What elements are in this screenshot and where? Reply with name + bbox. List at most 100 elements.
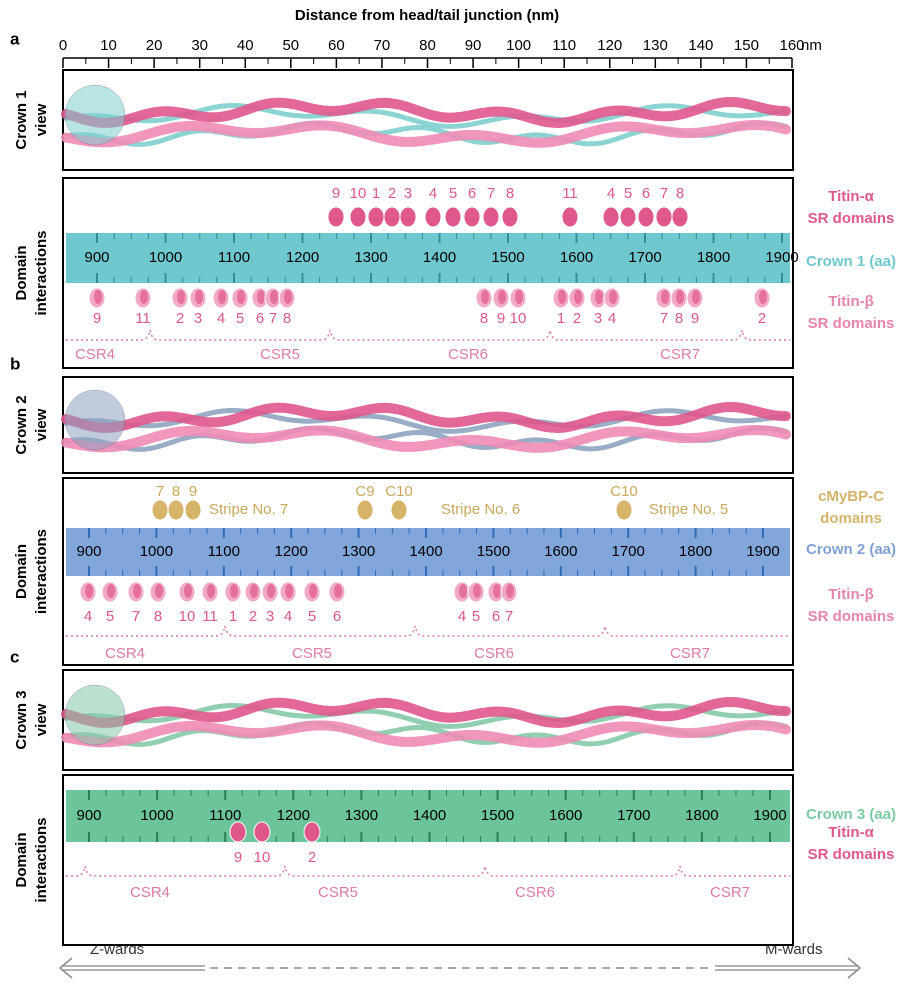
domain-marker-core [190,502,198,516]
domain-label: 8 [675,310,683,327]
csr-label: CSR5 [260,346,300,363]
figure: Distance from head/tail junction (nm) Z-… [0,0,922,980]
residue-tick-label: 1900 [753,807,786,824]
row-label: Domain [13,245,30,300]
domain-marker-core [692,290,700,304]
residue-tick-label: 1300 [354,249,387,266]
domain-group-name: Titin-β [828,293,874,310]
domain-marker-core [515,290,523,304]
domain-marker-core [389,209,397,223]
axis-unit: nm [801,37,822,54]
domain-marker-core [157,502,165,516]
residue-tick-label: 1000 [140,543,173,560]
domain-marker-core [459,584,467,598]
domain-group-name: domains [820,510,882,527]
axis-tick-label: 150 [734,37,759,54]
domain-label: 4 [607,185,615,202]
residue-tick-label: 1400 [413,807,446,824]
residue-tick-label: 900 [76,543,101,560]
domain-marker-core [595,290,603,304]
domain-marker-core [237,290,245,304]
row-label: Domain [13,832,30,887]
domain-label: 10 [254,849,271,866]
domain-label: 3 [266,608,274,625]
domain-label: Stripe No. 7 [209,501,288,518]
domain-label: 10 [510,310,527,327]
domain-label: 4 [429,185,437,202]
domain-group-name: SR domains [808,315,895,332]
domain-marker-core [284,290,292,304]
scale-name: Crown 2 (aa) [806,541,896,558]
domain-label: 7 [660,185,668,202]
domain-label: C10 [610,483,638,500]
domain-marker-core [333,209,341,223]
domain-label: C9 [355,483,374,500]
axis-tick-label: 110 [552,37,576,54]
domain-label: 10 [179,608,196,625]
domain-marker-core [140,290,148,304]
domain-label: 6 [492,608,500,625]
domain-marker-core [334,584,342,598]
domain-label: 11 [135,310,151,327]
domain-label: 5 [449,185,457,202]
residue-tick-label: 1400 [409,543,442,560]
domain-label: 5 [106,608,114,625]
row-label: Domain [13,544,30,599]
domain-label: 5 [624,185,632,202]
domain-group-name: cMyBP-C [818,488,884,505]
residue-tick-label: 1700 [617,807,650,824]
axis-tick-label: 80 [419,37,436,54]
domain-marker-core [107,584,115,598]
domain-label: 4 [458,608,466,625]
axis-tick-label: 0 [59,37,67,54]
residue-tick-label: 1300 [345,807,378,824]
domain-group-name: SR domains [808,608,895,625]
row-label: Crown 2 [13,395,30,454]
domain-marker-core [396,502,404,516]
domain-marker-core [677,209,685,223]
domain-marker-core [85,584,93,598]
domain-marker-core [235,824,243,838]
csr-label: CSR6 [448,346,488,363]
domain-marker-core [184,584,192,598]
domain-label: 8 [676,185,684,202]
row-label: interactions [33,529,50,614]
domain-label: Stripe No. 6 [441,501,520,518]
domain-marker-core [506,584,514,598]
residue-tick-label: 1500 [477,543,510,560]
domain-marker-core [558,290,566,304]
domain-marker-core [173,502,181,516]
domain-label: 6 [468,185,476,202]
residue-tick-label: 1800 [697,249,730,266]
domain-marker-core [257,290,265,304]
domain-marker-core [469,209,477,223]
row-label: interactions [33,817,50,902]
axis-tick-label: 130 [643,37,668,54]
panel-label: c [10,647,19,666]
residue-tick-label: 1600 [549,807,582,824]
axis-tick-label: 10 [100,37,117,54]
domain-label: 8 [283,310,291,327]
residue-tick-label: 1700 [628,249,661,266]
domain-group-name: SR domains [808,846,895,863]
domain-marker-core [661,290,669,304]
domain-label: 5 [308,608,316,625]
csr-label: CSR7 [660,346,700,363]
domain-marker-core [621,502,629,516]
domain-label: 8 [480,310,488,327]
residue-tick-label: 1400 [423,249,456,266]
scale-name: Crown 3 (aa) [806,806,896,823]
panel-label: b [10,354,20,373]
domain-label: 2 [573,310,581,327]
domain-marker-core [309,584,317,598]
domain-group-name: Titin-α [828,824,874,841]
domain-label: 6 [642,185,650,202]
axis-tick-label: 40 [237,37,254,54]
csr-label: CSR5 [318,884,358,901]
domain-label: 7 [269,310,277,327]
domain-label: 6 [333,608,341,625]
domain-marker-core [259,824,267,838]
scale-name: Crown 1 (aa) [806,253,896,270]
domain-label: 4 [608,310,616,327]
domain-marker-core [94,290,102,304]
